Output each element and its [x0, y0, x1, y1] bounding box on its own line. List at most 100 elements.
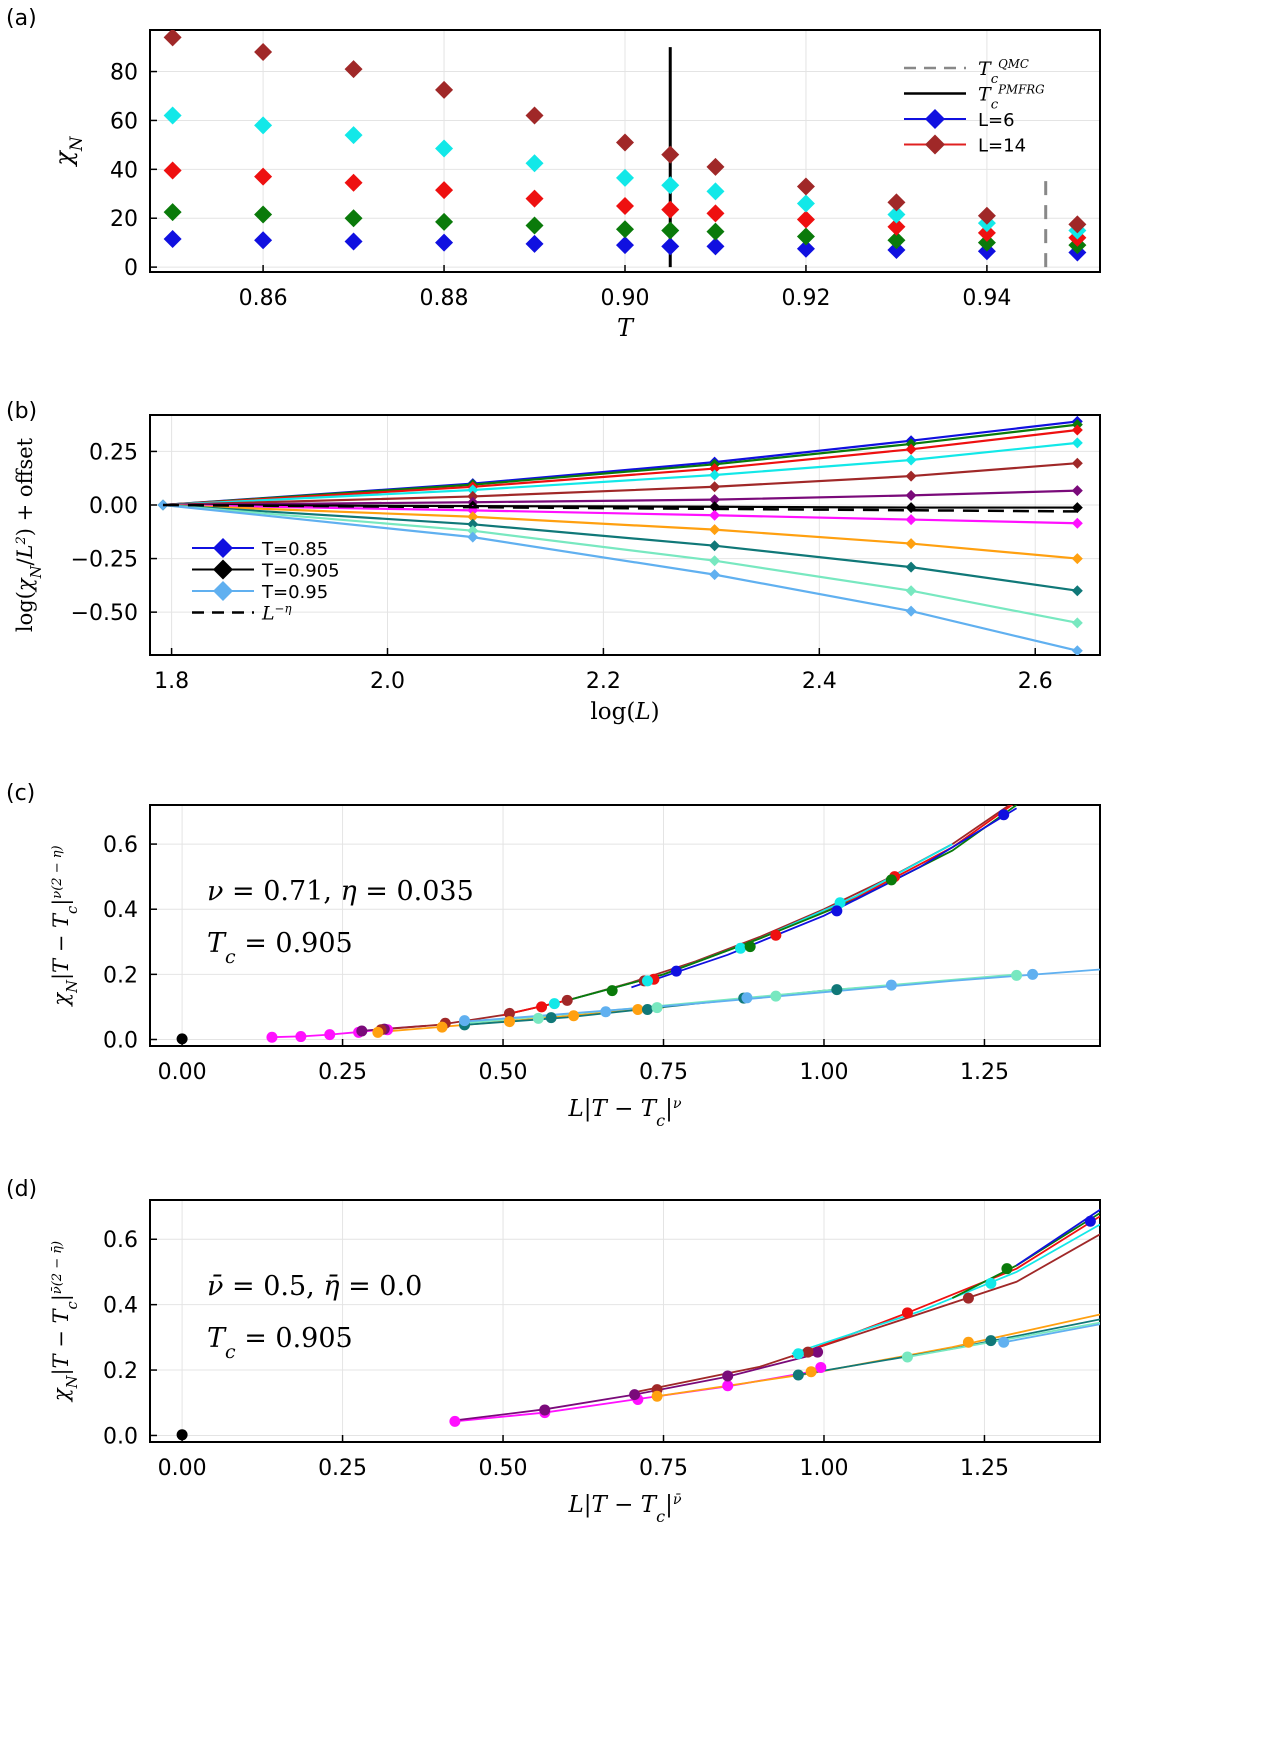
- plot-frame: [149, 414, 1101, 656]
- data-point: [670, 965, 682, 977]
- data-point: [885, 979, 897, 991]
- data-point: [163, 161, 182, 180]
- data-point: [616, 168, 634, 187]
- data-point: [163, 230, 182, 248]
- data-point: [632, 1004, 644, 1016]
- panel-label: (c): [6, 781, 35, 806]
- data-point: [709, 494, 721, 506]
- data-point: [722, 1380, 734, 1392]
- series-line: [374, 805, 1012, 1031]
- data-point: [1084, 1215, 1096, 1227]
- data-point: [372, 1026, 384, 1038]
- x-tick-label: 0.75: [639, 1456, 688, 1481]
- data-point: [802, 1346, 814, 1358]
- data-point: [449, 1415, 461, 1427]
- x-tick-label: 0.50: [479, 1060, 528, 1085]
- data-point: [295, 1031, 307, 1043]
- y-tick-label: 80: [110, 61, 138, 86]
- data-point: [792, 1369, 804, 1381]
- legend-marker-l14: [925, 134, 945, 155]
- series-line: [791, 1215, 1100, 1358]
- y-tick-label: 0.6: [103, 1228, 138, 1253]
- data-point: [1001, 1263, 1013, 1275]
- data-point: [651, 1002, 663, 1014]
- data-point: [163, 203, 182, 222]
- data-point: [503, 1007, 515, 1019]
- x-tick-label: 2.2: [586, 669, 621, 694]
- data-point: [905, 489, 917, 501]
- data-point: [887, 217, 906, 236]
- x-tick-label: 2.4: [802, 669, 837, 694]
- x-axis-label: log(L): [590, 699, 659, 725]
- data-point: [629, 1389, 641, 1401]
- series-line: [502, 805, 1014, 1016]
- data-point: [905, 470, 917, 482]
- data-point: [887, 205, 906, 224]
- legend-marker: [213, 581, 233, 601]
- data-point: [600, 1006, 612, 1018]
- data-point: [709, 569, 721, 581]
- data-point: [525, 234, 544, 253]
- data-point: [1071, 437, 1083, 449]
- data-point: [709, 481, 721, 493]
- annotation-exponents: ν = 0.71, η = 0.035: [207, 876, 474, 907]
- y-tick-label: 20: [110, 207, 138, 232]
- data-point: [548, 998, 560, 1010]
- x-tick-label: 0.00: [158, 1456, 207, 1481]
- data-point: [744, 941, 756, 953]
- data-point: [706, 204, 725, 223]
- data-point: [905, 585, 917, 597]
- annotation-tc: Tc = 0.905: [207, 1323, 353, 1363]
- data-point: [1071, 485, 1083, 497]
- data-point: [163, 106, 182, 125]
- annotation: ν = 0.71, η = 0.035 Tc = 0.905: [207, 876, 474, 968]
- data-point: [709, 555, 721, 567]
- legend-label-l6: L=6: [978, 110, 1015, 131]
- data-point: [796, 177, 815, 196]
- y-axis-label: χN|T − Tc|ν(2 − η): [49, 845, 81, 1007]
- data-point: [1071, 617, 1083, 629]
- series-line: [464, 968, 1100, 1023]
- series-line: [1003, 1323, 1100, 1344]
- data-point: [709, 524, 721, 536]
- data-point: [254, 167, 273, 186]
- legend-label: T=0.85: [261, 539, 328, 560]
- data-point: [796, 227, 815, 246]
- data-point: [796, 194, 815, 213]
- series-line: [566, 843, 953, 1002]
- data-point: [735, 942, 747, 954]
- data-point: [616, 220, 634, 239]
- legend-label-pmfrg: TcPMFRG: [978, 83, 1045, 113]
- data-point: [977, 233, 996, 252]
- x-tick-label: 1.00: [799, 1060, 848, 1085]
- data-point: [254, 231, 273, 250]
- data-point: [435, 139, 454, 158]
- data-point: [176, 1429, 188, 1441]
- reference-line: [162, 503, 1078, 513]
- y-tick-label: −0.50: [71, 601, 138, 626]
- x-tick-label: 1.00: [799, 1456, 848, 1481]
- data-point: [905, 514, 917, 526]
- data-point: [435, 233, 454, 252]
- data-point: [985, 1277, 997, 1289]
- data-point: [641, 975, 653, 987]
- data-point: [709, 540, 721, 552]
- data-point: [706, 222, 725, 241]
- data-point: [539, 1404, 551, 1416]
- x-tick-label: 2.6: [1018, 669, 1053, 694]
- y-tick-label: 0.2: [103, 963, 138, 988]
- data-point: [905, 538, 917, 550]
- legend-marker: [213, 538, 233, 558]
- data-point: [1071, 424, 1083, 436]
- plot-frame: [149, 1199, 1101, 1443]
- data-point: [901, 1307, 913, 1319]
- legend-label-qmc: TcQMC: [978, 57, 1029, 87]
- data-point: [467, 525, 479, 537]
- data-point: [344, 126, 363, 145]
- x-tick-label: 0.94: [962, 286, 1011, 311]
- data-point: [1071, 585, 1083, 597]
- data-point: [770, 929, 782, 941]
- series-line: [162, 420, 1078, 507]
